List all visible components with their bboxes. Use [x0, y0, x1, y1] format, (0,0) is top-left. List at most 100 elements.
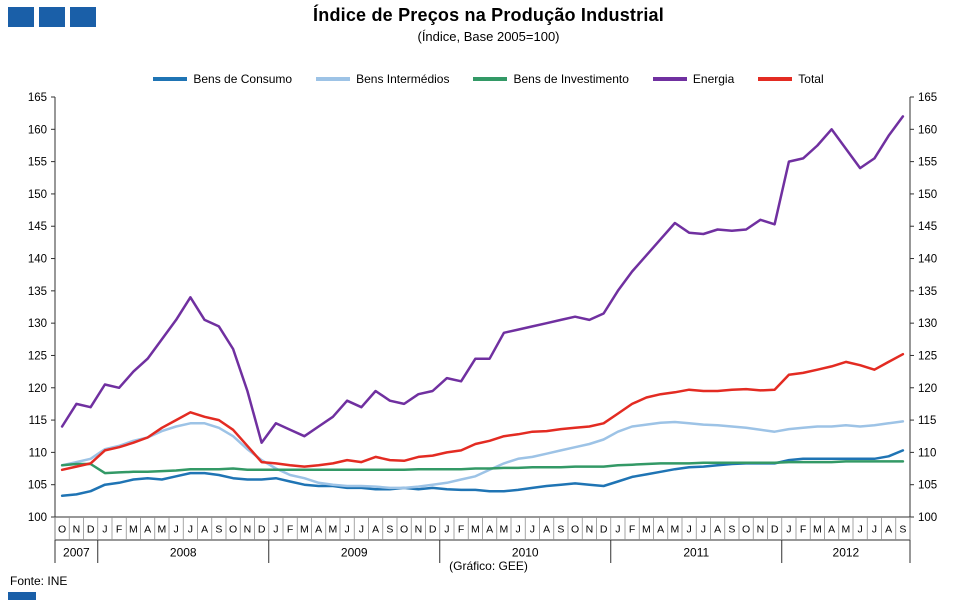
svg-text:S: S: [899, 524, 906, 536]
svg-text:S: S: [386, 524, 393, 536]
svg-text:S: S: [215, 524, 222, 536]
chart-title: Índice de Preços na Produção Industrial: [313, 5, 664, 25]
svg-text:J: J: [786, 524, 791, 536]
svg-text:155: 155: [918, 157, 937, 169]
legend-label: Total: [798, 72, 824, 86]
svg-text:110: 110: [918, 447, 936, 459]
svg-text:2007: 2007: [63, 546, 90, 560]
svg-text:J: J: [102, 524, 107, 536]
svg-text:A: A: [201, 524, 208, 536]
svg-text:J: J: [872, 524, 877, 536]
legend-line-swatch: [473, 77, 508, 81]
svg-text:160: 160: [28, 124, 47, 136]
svg-text:M: M: [129, 524, 138, 536]
svg-text:150: 150: [28, 189, 47, 201]
svg-text:105: 105: [28, 480, 47, 492]
svg-text:A: A: [372, 524, 379, 536]
svg-text:O: O: [742, 524, 750, 536]
chart-credit: (Gráfico: GEE): [449, 559, 528, 573]
svg-text:2012: 2012: [833, 546, 860, 560]
legend-line-swatch: [758, 77, 793, 81]
svg-text:165: 165: [918, 92, 937, 104]
svg-text:A: A: [828, 524, 835, 536]
svg-text:M: M: [671, 524, 680, 536]
logo-square: [70, 7, 96, 27]
svg-text:M: M: [842, 524, 851, 536]
legend-label: Bens de Investimento: [513, 72, 629, 86]
svg-text:120: 120: [28, 383, 47, 395]
svg-text:N: N: [73, 524, 81, 536]
svg-text:J: J: [530, 524, 535, 536]
logo-square: [39, 7, 65, 27]
svg-text:2010: 2010: [512, 546, 539, 560]
svg-text:J: J: [444, 524, 449, 536]
svg-text:165: 165: [28, 92, 47, 104]
svg-text:O: O: [400, 524, 408, 536]
svg-text:2009: 2009: [341, 546, 368, 560]
svg-text:A: A: [657, 524, 664, 536]
svg-text:J: J: [615, 524, 620, 536]
svg-text:J: J: [516, 524, 521, 536]
svg-text:D: D: [771, 524, 779, 536]
svg-text:100: 100: [918, 512, 937, 524]
svg-text:M: M: [300, 524, 309, 536]
svg-text:130: 130: [28, 318, 47, 330]
svg-text:135: 135: [918, 286, 937, 298]
svg-text:J: J: [858, 524, 863, 536]
legend-item: Bens de Investimento: [473, 72, 629, 86]
svg-text:145: 145: [918, 221, 937, 233]
legend-item: Bens de Consumo: [153, 72, 292, 86]
svg-text:A: A: [144, 524, 151, 536]
svg-text:M: M: [158, 524, 167, 536]
svg-text:135: 135: [28, 286, 47, 298]
footer-logo: [8, 592, 36, 600]
svg-text:D: D: [258, 524, 266, 536]
svg-text:A: A: [714, 524, 721, 536]
svg-text:F: F: [287, 524, 293, 536]
svg-text:S: S: [728, 524, 735, 536]
svg-text:N: N: [415, 524, 423, 536]
svg-text:M: M: [329, 524, 338, 536]
svg-text:M: M: [471, 524, 480, 536]
svg-text:N: N: [586, 524, 594, 536]
legend-item: Bens Intermédios: [316, 72, 449, 86]
svg-text:N: N: [244, 524, 252, 536]
svg-text:A: A: [543, 524, 550, 536]
svg-text:F: F: [800, 524, 806, 536]
legend: Bens de Consumo Bens Intermédios Bens de I…: [0, 70, 977, 88]
chart-source: Fonte: INE: [10, 574, 68, 588]
svg-text:F: F: [116, 524, 122, 536]
svg-text:120: 120: [918, 383, 937, 395]
svg-text:M: M: [642, 524, 651, 536]
svg-text:160: 160: [918, 124, 937, 136]
svg-text:M: M: [500, 524, 509, 536]
svg-text:130: 130: [918, 318, 937, 330]
svg-text:D: D: [600, 524, 608, 536]
svg-text:J: J: [188, 524, 193, 536]
legend-label: Energia: [692, 72, 735, 86]
svg-text:125: 125: [28, 350, 47, 362]
svg-text:155: 155: [28, 157, 47, 169]
svg-text:J: J: [174, 524, 179, 536]
svg-text:M: M: [813, 524, 822, 536]
svg-text:O: O: [571, 524, 579, 536]
svg-text:D: D: [87, 524, 95, 536]
legend-label: Bens Intermédios: [356, 72, 450, 86]
svg-text:F: F: [629, 524, 635, 536]
logo-square: [8, 7, 34, 27]
svg-text:A: A: [885, 524, 892, 536]
svg-text:F: F: [458, 524, 464, 536]
svg-text:A: A: [315, 524, 322, 536]
svg-text:2011: 2011: [683, 546, 709, 560]
svg-text:J: J: [345, 524, 350, 536]
chart-subtitle: (Índice, Base 2005=100): [417, 29, 560, 44]
svg-text:140: 140: [918, 254, 937, 266]
svg-text:J: J: [273, 524, 278, 536]
legend-item: Total: [758, 72, 824, 86]
svg-text:O: O: [229, 524, 237, 536]
svg-text:J: J: [701, 524, 706, 536]
legend-line-swatch: [652, 77, 687, 81]
svg-text:140: 140: [28, 254, 47, 266]
